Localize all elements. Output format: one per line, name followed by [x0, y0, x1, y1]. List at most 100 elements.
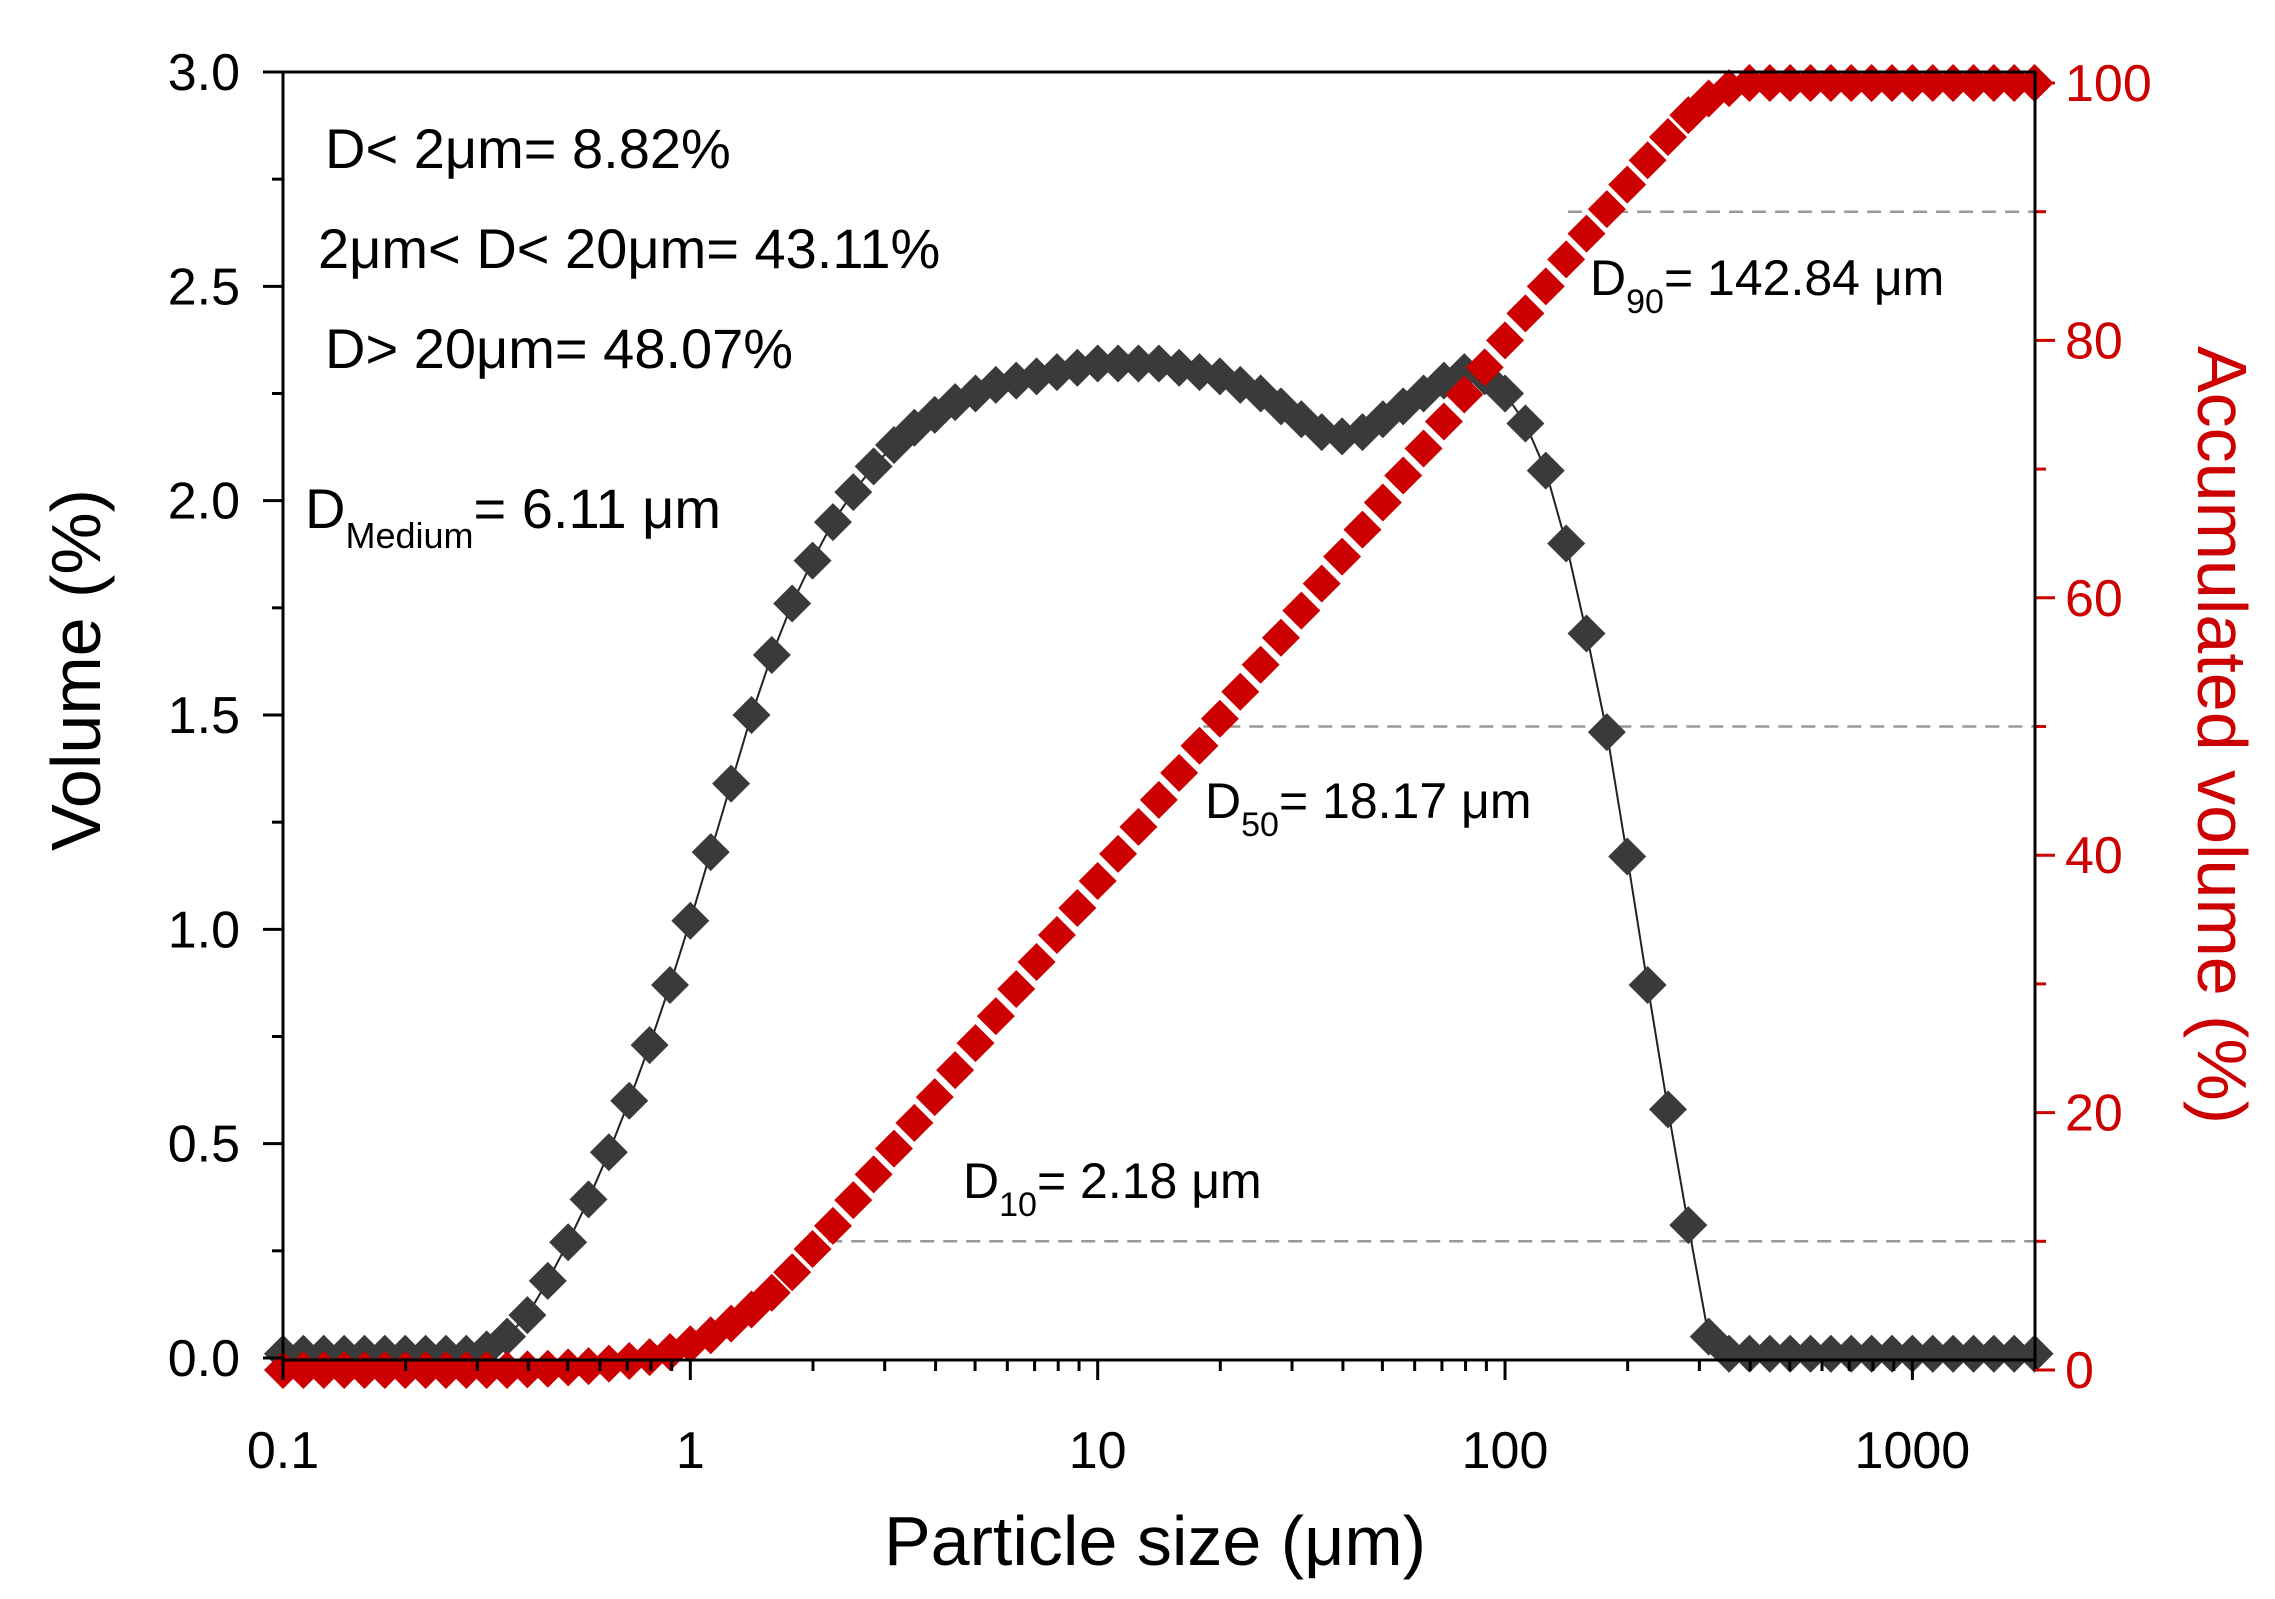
accumulated-point [1445, 375, 1484, 414]
annotation-d-medium: DMedium= 6.11 μm [305, 477, 721, 556]
accumulated-point [1119, 807, 1158, 846]
annotation-d10-rest: = 2.18 μm [1037, 1153, 1262, 1209]
accumulated-point [1343, 510, 1382, 549]
accumulated-point [1261, 618, 1300, 657]
x-tick-label: 0.1 [247, 1422, 319, 1480]
accumulated-point [1404, 429, 1443, 468]
accumulated-point [1648, 118, 1687, 157]
volume-point [1750, 1334, 1789, 1373]
accumulated-point [1058, 888, 1097, 927]
volume-point [773, 584, 812, 623]
volume-point [732, 696, 771, 734]
x-tick-label: 10 [1069, 1422, 1127, 1480]
volume-point [813, 503, 852, 542]
annotation-d90-main: D [1590, 250, 1626, 306]
y-left-tick-label: 2.0 [168, 473, 240, 531]
volume-point [691, 833, 730, 872]
volume-point [1771, 1334, 1810, 1373]
accumulated-point [1139, 780, 1178, 819]
volume-point [1628, 966, 1667, 1005]
volume-point [1832, 1334, 1871, 1373]
volume-point [1506, 404, 1545, 443]
accumulated-point [1506, 294, 1545, 333]
accumulated-point [793, 1230, 832, 1269]
annotation-d-lt-2: D< 2μm= 8.82% [325, 117, 731, 180]
accumulated-point [1302, 564, 1341, 603]
annotation-d-gt-20: D> 20μm= 48.07% [325, 317, 793, 380]
y-right-axis-label: Accumulated volume (%) [2183, 346, 2261, 1124]
y-left-tick-label: 3.0 [168, 44, 240, 102]
accumulated-point [1221, 672, 1260, 711]
y-right-tick-label: 40 [2065, 827, 2123, 885]
volume-point [1547, 524, 1586, 563]
volume-point [1648, 1090, 1687, 1129]
accumulated-point [1363, 483, 1402, 522]
accumulated-point [1465, 348, 1504, 387]
annotation-d90: D90= 142.84 μm [1590, 250, 1944, 321]
accumulated-point [854, 1155, 893, 1194]
volume-point [1526, 451, 1565, 490]
volume-point [1893, 1334, 1932, 1373]
annotation-d90-sub: 90 [1626, 283, 1664, 321]
volume-point [528, 1261, 567, 1300]
y-right-tick-label: 0 [2065, 1342, 2094, 1400]
y-left-tick-label: 0.5 [168, 1116, 240, 1174]
volume-point [488, 1317, 527, 1356]
accumulated-point [752, 1273, 791, 1312]
x-tick-label: 1000 [1855, 1422, 1971, 1480]
accumulated-point [1424, 402, 1463, 441]
x-axis-ticks: 0.1 1 10 100 1000 [247, 1360, 2037, 1480]
accumulated-point [1628, 141, 1667, 180]
volume-point [1486, 374, 1525, 413]
annotation-d50-main: D [1205, 773, 1241, 829]
y-right-tick-label: 20 [2065, 1085, 2123, 1143]
annotation-d-medium-sub: Medium [345, 515, 473, 556]
x-tick-label: 100 [1462, 1422, 1549, 1480]
y-left-tick-label: 0.0 [168, 1330, 240, 1388]
volume-point [1730, 1334, 1769, 1373]
volume-point [569, 1180, 608, 1219]
volume-point [1974, 1334, 2013, 1373]
annotation-d50-sub: 50 [1241, 806, 1279, 844]
accumulated-point [1099, 834, 1138, 873]
volume-point [1078, 344, 1117, 383]
volume-point [1791, 1334, 1830, 1373]
volume-point [630, 1026, 669, 1065]
accumulated-point [1323, 537, 1362, 576]
volume-point [1669, 1206, 1708, 1245]
accumulated-point [895, 1103, 934, 1142]
annotation-d50-rest: = 18.17 μm [1279, 773, 1532, 829]
accumulated-point [1282, 591, 1321, 630]
annotation-d50: D50= 18.17 μm [1205, 773, 1532, 844]
volume-point [834, 473, 873, 512]
accumulated-point [1180, 726, 1219, 765]
volume-point [589, 1133, 628, 1172]
y-left-axis-ticks: 0.0 0.5 1.0 1.5 2.0 2.5 3.0 [168, 44, 283, 1388]
volume-point [854, 447, 893, 486]
accumulated-point [915, 1078, 954, 1117]
accumulated-point [1547, 240, 1586, 279]
annotation-d90-rest: = 142.84 μm [1664, 250, 1944, 306]
volume-point [549, 1223, 588, 1262]
y-right-tick-label: 80 [2065, 312, 2123, 370]
volume-point [1119, 344, 1158, 383]
accumulated-point [1160, 753, 1199, 792]
accumulated-point [1037, 915, 1076, 954]
accumulated-point [1241, 645, 1280, 684]
y-left-tick-label: 1.0 [168, 901, 240, 959]
y-left-tick-label: 2.5 [168, 258, 240, 316]
accumulated-point [997, 970, 1036, 1009]
accumulated-point [976, 997, 1015, 1036]
accumulated-point [956, 1024, 995, 1063]
volume-point [712, 764, 751, 803]
volume-point [1567, 614, 1606, 653]
y-right-tick-label: 100 [2065, 55, 2152, 113]
volume-point [752, 635, 791, 674]
volume-point [650, 966, 689, 1005]
accumulated-point [813, 1206, 852, 1245]
annotation-d10-main: D [963, 1153, 999, 1209]
volume-point [610, 1081, 649, 1120]
reference-lines [828, 210, 2035, 1243]
annotation-d10: D10= 2.18 μm [963, 1153, 1262, 1224]
